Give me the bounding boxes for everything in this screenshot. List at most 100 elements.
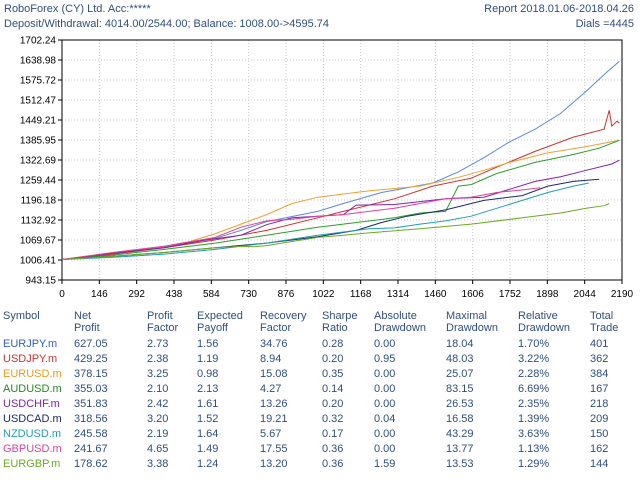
x-tick-label: 1314 bbox=[387, 289, 410, 300]
series-line-usdjpy-m bbox=[61, 110, 620, 260]
table-cell: 2.10 bbox=[147, 383, 169, 395]
table-row: USDCAD.m 318.56 3.20 1.52 19.21 0.32 0.04 16.58… bbox=[0, 413, 640, 429]
table-cell: 0.32 bbox=[322, 413, 344, 425]
table-cell: 0.36 bbox=[322, 458, 344, 470]
symbol-cell: USDCHF.m bbox=[3, 398, 60, 410]
table-cell: 2.19 bbox=[147, 428, 169, 440]
table-row: USDCHF.m 351.83 2.42 1.61 13.26 0.20 0.00 26.53… bbox=[0, 398, 640, 414]
series-line-usdchf-m bbox=[61, 159, 620, 260]
table-cell: 6.69% bbox=[518, 383, 550, 395]
column-header-line: Absolute bbox=[374, 310, 417, 322]
column-header-line: Drawdown bbox=[446, 322, 498, 334]
column-header: Total Trade bbox=[590, 310, 618, 334]
column-header-line: Total bbox=[590, 310, 614, 322]
x-tick-label: 438 bbox=[166, 289, 183, 300]
y-tick-label: 1702.24 bbox=[20, 36, 57, 47]
table-cell: 1.64 bbox=[197, 428, 219, 440]
table-cell: 8.94 bbox=[260, 353, 282, 365]
column-header: Recovery Factor bbox=[260, 310, 306, 334]
y-tick-label: 1512.47 bbox=[20, 96, 57, 107]
symbol-cell: AUDUSD.m bbox=[3, 383, 62, 395]
table-cell: 83.15 bbox=[446, 383, 474, 395]
table-cell: 1.49 bbox=[197, 443, 219, 455]
table-cell: 13.53 bbox=[446, 458, 474, 470]
table-cell: 218 bbox=[590, 398, 609, 410]
column-header-line: Recovery bbox=[260, 310, 307, 322]
series-line-audusd-m bbox=[61, 139, 620, 260]
plot-frame bbox=[61, 39, 623, 281]
table-cell: 34.76 bbox=[260, 338, 288, 350]
table-cell: 144 bbox=[590, 458, 609, 470]
column-header: Sharpe Ratio bbox=[322, 310, 357, 334]
column-header-line: Profit bbox=[74, 322, 100, 334]
table-cell: 3.20 bbox=[147, 413, 169, 425]
table-cell: 162 bbox=[590, 443, 609, 455]
table-cell: 0.00 bbox=[374, 383, 396, 395]
table-cell: 245.58 bbox=[74, 428, 108, 440]
table-cell: 13.26 bbox=[260, 398, 288, 410]
table-cell: 1.39% bbox=[518, 413, 550, 425]
deposit-balance-line: Deposit/Withdrawal: 4014.00/2544.00; Bal… bbox=[4, 18, 330, 30]
table-row: USDJPY.m 429.25 2.38 1.19 8.94 0.20 0.95 48.03 3… bbox=[0, 353, 640, 369]
column-header-line: Trade bbox=[590, 322, 619, 334]
table-cell: 3.22% bbox=[518, 353, 550, 365]
series-line-eurjpy-m bbox=[61, 60, 620, 260]
table-cell: 0.98 bbox=[197, 368, 219, 380]
column-header-line: Factor bbox=[260, 322, 292, 334]
symbol-cell: NZDUSD.m bbox=[3, 428, 62, 440]
table-cell: 351.83 bbox=[74, 398, 108, 410]
x-tick-label: 292 bbox=[128, 289, 145, 300]
table-cell: 0.20 bbox=[322, 398, 344, 410]
y-tick-label: 1006.41 bbox=[20, 256, 57, 267]
x-tick-label: 1606 bbox=[462, 289, 485, 300]
column-header-line: Relative bbox=[518, 310, 558, 322]
report-period: Report 2018.01.06-2018.04.26 bbox=[484, 3, 634, 15]
x-tick-label: 146 bbox=[91, 289, 108, 300]
table-cell: 2.73 bbox=[147, 338, 169, 350]
symbol-cell: USDCAD.m bbox=[3, 413, 62, 425]
table-cell: 3.63% bbox=[518, 428, 550, 440]
table-cell: 25.07 bbox=[446, 368, 474, 380]
column-header: Maximal Drawdown bbox=[446, 310, 498, 334]
symbol-cell: EURJPY.m bbox=[3, 338, 58, 350]
column-header-line: Profit bbox=[147, 310, 173, 322]
table-cell: 2.13 bbox=[197, 383, 219, 395]
table-cell: 2.42 bbox=[147, 398, 169, 410]
table-cell: 241.67 bbox=[74, 443, 108, 455]
table-cell: 43.29 bbox=[446, 428, 474, 440]
symbol-cell: USDJPY.m bbox=[3, 353, 58, 365]
table-cell: 3.38 bbox=[147, 458, 169, 470]
table-cell: 384 bbox=[590, 368, 609, 380]
table-cell: 0.95 bbox=[374, 353, 396, 365]
table-cell: 1.59 bbox=[374, 458, 396, 470]
x-tick-label: 2190 bbox=[611, 289, 634, 300]
series-line-eurusd-m bbox=[61, 139, 620, 260]
table-cell: 5.67 bbox=[260, 428, 282, 440]
series-line-nzdusd-m bbox=[61, 182, 589, 260]
table-cell: 48.03 bbox=[446, 353, 474, 365]
table-cell: 429.25 bbox=[74, 353, 108, 365]
column-header-line: Drawdown bbox=[518, 322, 570, 334]
table-cell: 362 bbox=[590, 353, 609, 365]
y-tick-label: 1069.67 bbox=[20, 236, 57, 247]
column-header: Profit Factor bbox=[147, 310, 178, 334]
table-cell: 1.19 bbox=[197, 353, 219, 365]
table-cell: 13.20 bbox=[260, 458, 288, 470]
x-tick-label: 0 bbox=[59, 289, 65, 300]
column-header-line: Factor bbox=[147, 322, 179, 334]
table-row: NZDUSD.m 245.58 2.19 1.64 5.67 0.17 0.00 43.29 3… bbox=[0, 428, 640, 444]
table-row: EURGBP.m 178.62 3.38 1.24 13.20 0.36 1.59 13.53… bbox=[0, 458, 640, 474]
table-cell: 0.14 bbox=[322, 383, 344, 395]
deals-count: Dials =4445 bbox=[575, 18, 634, 30]
column-header-line: Net bbox=[74, 310, 92, 322]
broker-account-line: RoboForex (CY) Ltd. Acc:***** bbox=[4, 3, 151, 15]
table-cell: 627.05 bbox=[74, 338, 108, 350]
equity-chart: 0 146 292 438 584 730 876 1022 1168 1314 1460 1606 1… bbox=[20, 36, 634, 301]
table-row: EURUSD.m 378.15 3.25 0.98 15.08 0.35 0.00 25.07… bbox=[0, 368, 640, 384]
table-cell: 16.58 bbox=[446, 413, 474, 425]
x-tick-label: 2044 bbox=[574, 289, 597, 300]
table-cell: 15.08 bbox=[260, 368, 288, 380]
column-header-line: Maximal bbox=[446, 310, 487, 322]
y-tick-label: 1322.69 bbox=[20, 156, 57, 167]
symbol-cell: EURGBP.m bbox=[3, 458, 61, 470]
